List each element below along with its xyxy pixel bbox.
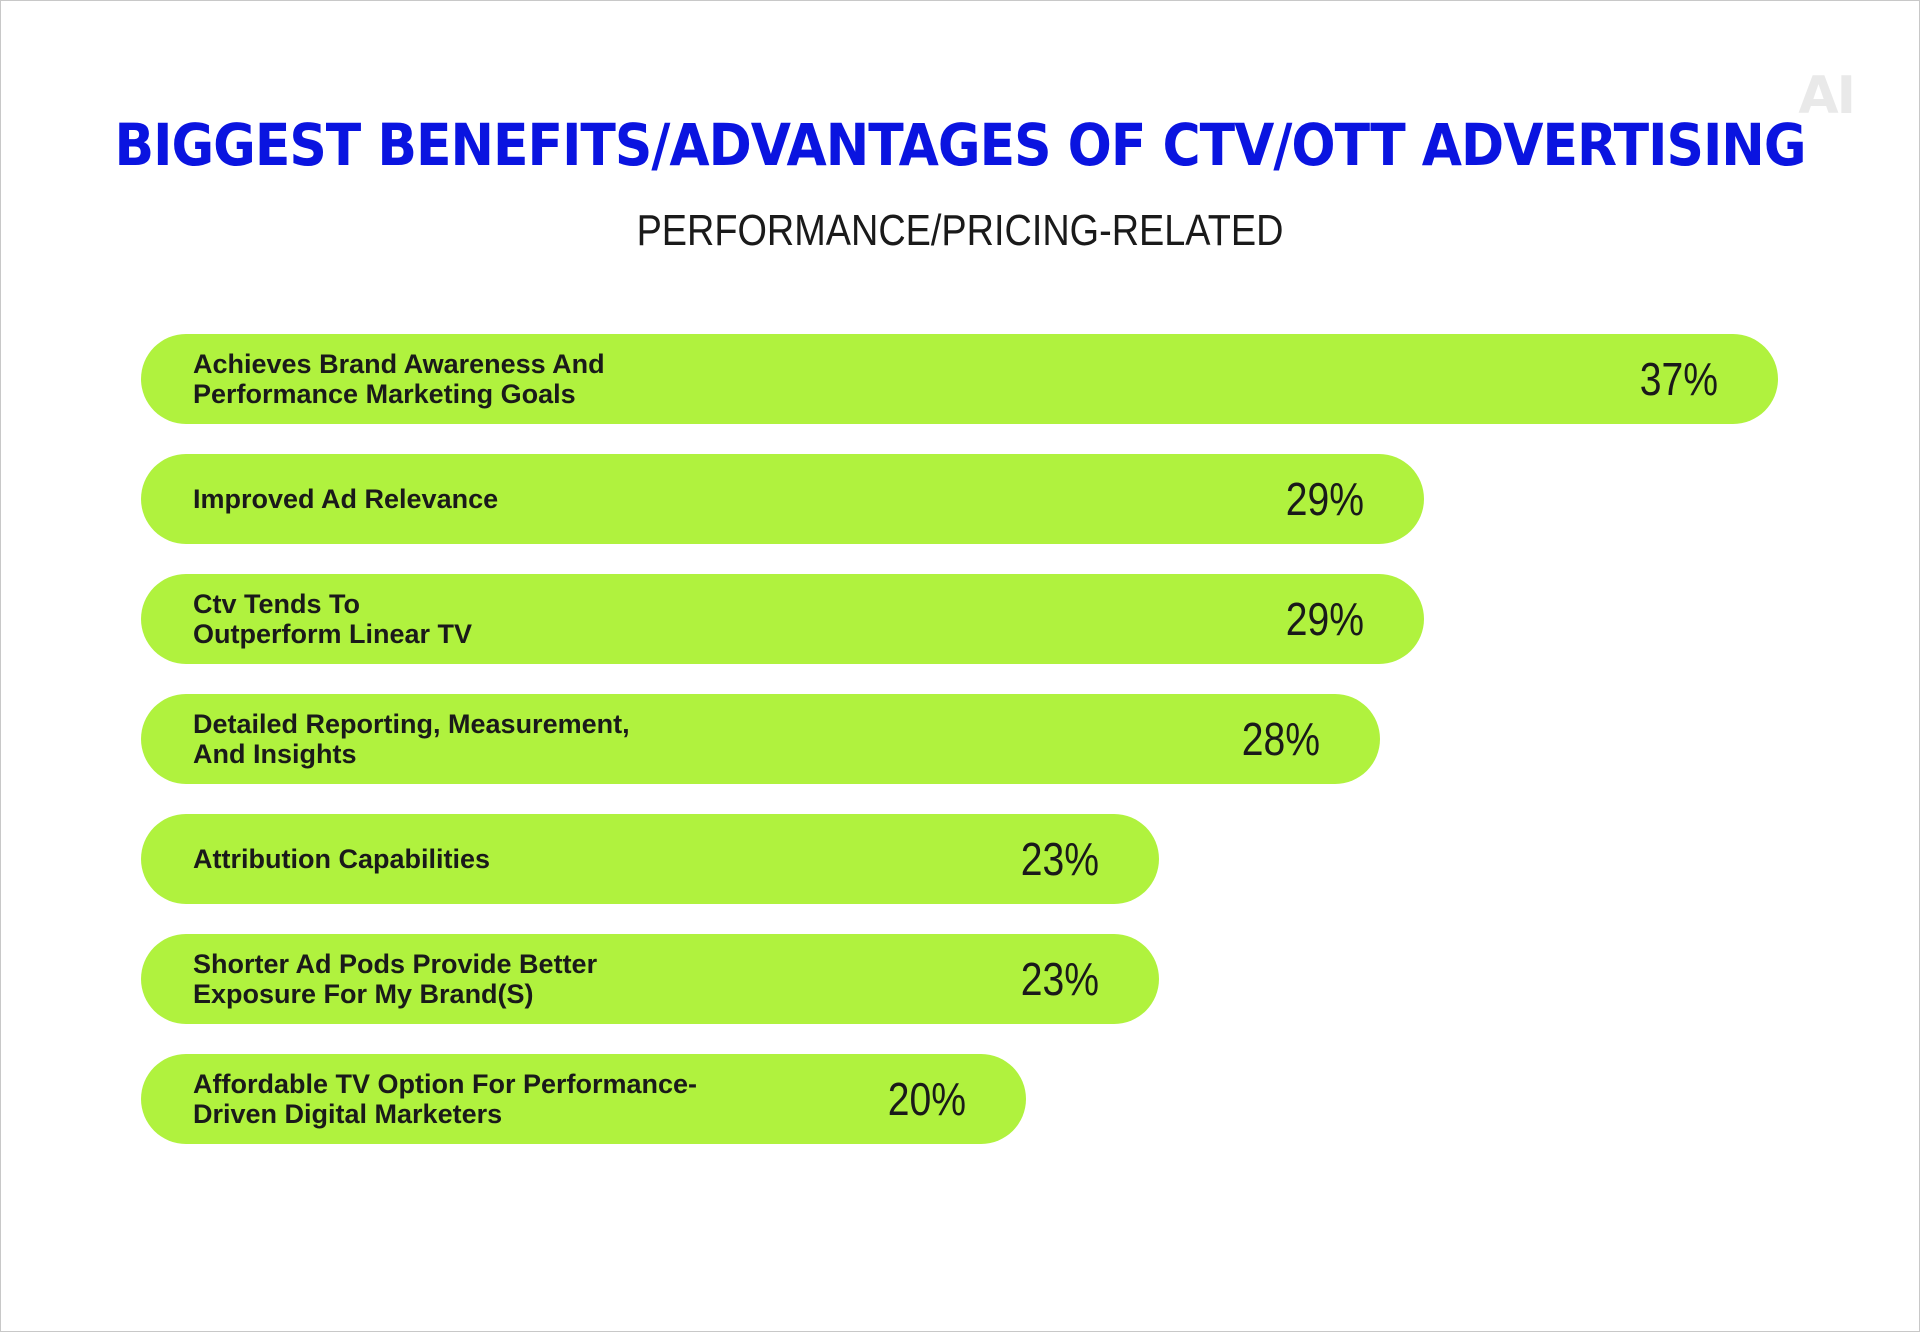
bar-7: Affordable TV Option For Performance- Dr… xyxy=(141,1054,1026,1144)
chart-subtitle: PERFORMANCE/PRICING-RELATED xyxy=(636,206,1284,255)
bar-label: Improved Ad Relevance xyxy=(193,484,499,514)
bar-3: Ctv Tends To Outperform Linear TV 29% xyxy=(141,574,1424,664)
bar-value-label: 23% xyxy=(1020,833,1099,885)
bar-value-label: 23% xyxy=(1020,953,1099,1005)
bar-label: Achieves Brand Awareness And Performance… xyxy=(193,349,605,409)
bar-1: Achieves Brand Awareness And Performance… xyxy=(141,334,1778,424)
bar-value-label: 29% xyxy=(1285,593,1364,645)
bar-label: Shorter Ad Pods Provide Better Exposure … xyxy=(193,949,598,1009)
chart-title: BIGGEST BENEFITS/ADVANTAGES OF CTV/OTT A… xyxy=(114,112,1806,180)
bar-value-label: 20% xyxy=(887,1073,966,1125)
bar-value-label: 37% xyxy=(1639,353,1718,405)
bar-label: Attribution Capabilities xyxy=(193,844,490,874)
bar-value-label: 29% xyxy=(1285,473,1364,525)
bar-value-label: 28% xyxy=(1241,713,1320,765)
bar-2: Improved Ad Relevance 29% xyxy=(141,454,1424,544)
bar-4: Detailed Reporting, Measurement, And Ins… xyxy=(141,694,1380,784)
brand-logo: AI xyxy=(1798,66,1856,126)
bar-label: Ctv Tends To Outperform Linear TV xyxy=(193,589,473,649)
bar-5: Attribution Capabilities 23% xyxy=(141,814,1159,904)
bar-6: Shorter Ad Pods Provide Better Exposure … xyxy=(141,934,1159,1024)
bar-label: Detailed Reporting, Measurement, And Ins… xyxy=(193,709,630,769)
bar-label: Affordable TV Option For Performance- Dr… xyxy=(193,1069,698,1129)
